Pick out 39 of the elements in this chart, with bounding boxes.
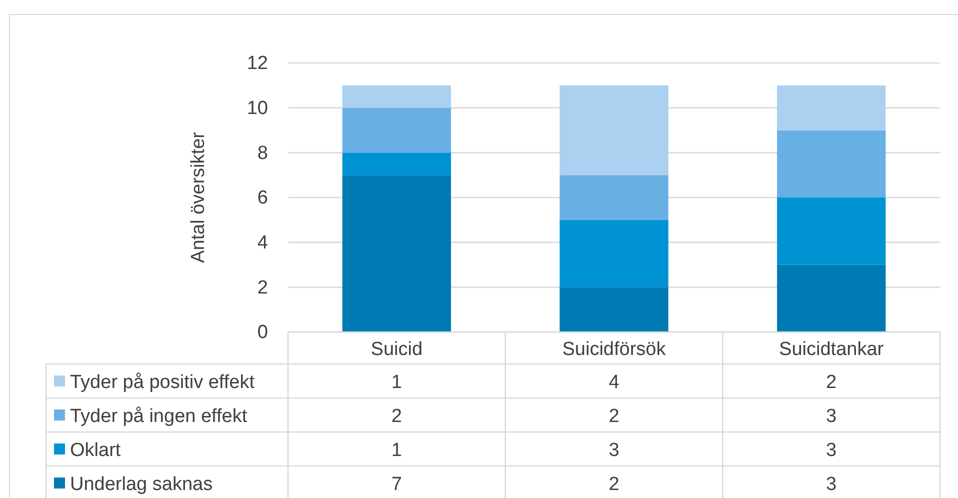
data-label: 4: [608, 372, 620, 393]
y-tick-label: 8: [257, 142, 268, 164]
data-label: 2: [608, 406, 620, 427]
bar: [777, 198, 886, 265]
y-axis-title: Antal översikter: [188, 131, 209, 263]
data-label: 2: [608, 474, 620, 495]
y-tick-label: 10: [246, 98, 268, 119]
bar: [560, 220, 668, 288]
legend-label: Tyder på ingen effekt: [70, 406, 248, 427]
legend-label: Tyder på positiv effekt: [70, 372, 256, 393]
bar: [342, 85, 451, 108]
data-label: 1: [391, 372, 402, 393]
bar: [342, 152, 451, 176]
y-tick-label: 12: [246, 53, 268, 74]
bar: [560, 175, 668, 220]
y-tick-label: 6: [257, 188, 268, 209]
x-tick-label: Suicid: [370, 339, 423, 360]
x-tick-label: Suicidförsök: [562, 339, 666, 360]
data-label: 7: [391, 474, 402, 495]
data-label: 3: [826, 406, 837, 427]
bar: [560, 287, 668, 332]
bar: [777, 130, 886, 198]
data-label: 1: [391, 440, 402, 461]
data-label: 3: [608, 440, 620, 461]
legend-label: Underlag saknas: [70, 474, 213, 495]
legend-label: Oklart: [70, 440, 122, 461]
data-label: 2: [826, 372, 837, 393]
y-tick-label: 0: [257, 322, 268, 344]
x-tick-label: Suicidtankar: [779, 339, 884, 360]
y-tick-label: 4: [257, 232, 268, 254]
data-label: 2: [391, 406, 402, 427]
bar: [777, 85, 886, 130]
bar: [342, 108, 451, 153]
bar: [560, 85, 668, 176]
data-label: 3: [826, 440, 837, 461]
y-tick-label: 2: [257, 277, 268, 298]
bar: [342, 175, 451, 332]
bar: [777, 264, 886, 332]
data-label: 3: [826, 474, 837, 495]
